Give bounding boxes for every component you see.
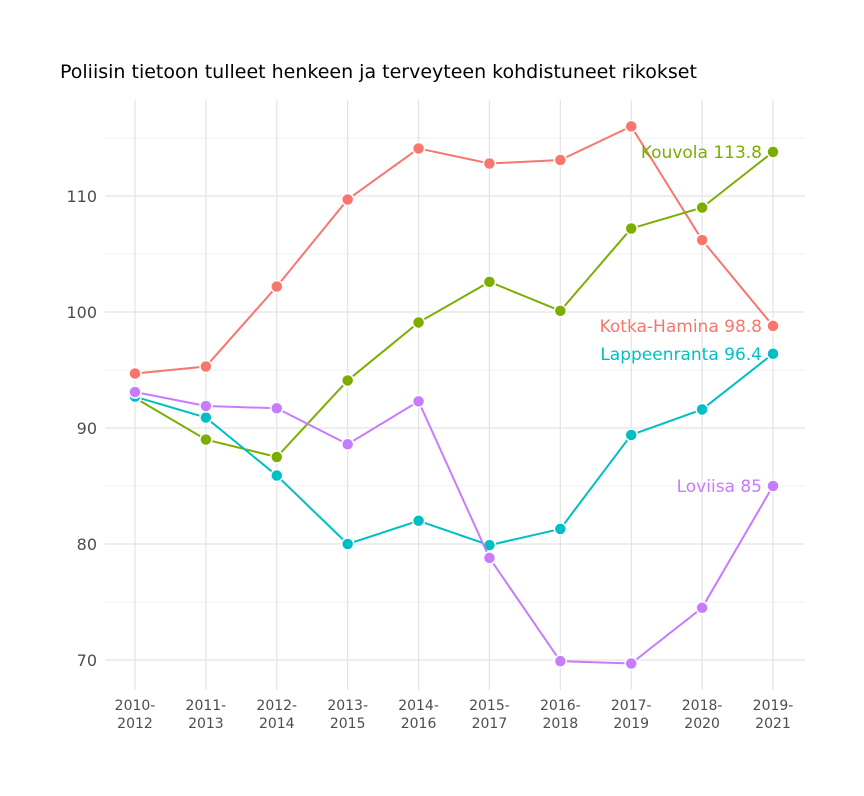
x-tick-label: 2016-2018 bbox=[540, 698, 581, 732]
data-point bbox=[199, 432, 213, 447]
gridlines bbox=[105, 100, 805, 690]
data-point bbox=[766, 319, 780, 333]
data-point bbox=[270, 279, 284, 294]
series-labels: Kotka-Hamina 98.8 Kouvola 113.8 Lappeenran… bbox=[600, 143, 762, 497]
data-point bbox=[695, 200, 709, 215]
data-point bbox=[270, 450, 284, 464]
data-point bbox=[624, 119, 638, 134]
y-tick-label: 110 bbox=[66, 187, 97, 206]
y-tick-label: 100 bbox=[66, 303, 97, 322]
data-point bbox=[340, 373, 355, 388]
data-point bbox=[766, 479, 780, 493]
data-point bbox=[624, 221, 638, 236]
series-label: Kouvola 113.8 bbox=[641, 143, 762, 163]
x-tick-label: 2017-2019 bbox=[611, 698, 652, 732]
data-point bbox=[482, 551, 497, 565]
data-point bbox=[270, 401, 284, 416]
data-point bbox=[482, 156, 497, 171]
data-point bbox=[199, 359, 213, 374]
series-line bbox=[134, 125, 774, 375]
data-point bbox=[411, 315, 426, 330]
x-tick-label: 2010-2012 bbox=[115, 698, 156, 732]
data-point bbox=[766, 145, 780, 159]
series-label: Lappeenranta 96.4 bbox=[600, 345, 762, 365]
data-point bbox=[340, 192, 355, 207]
y-tick-label: 70 bbox=[77, 651, 97, 670]
data-point bbox=[695, 402, 709, 417]
x-tick-label: 2011-2013 bbox=[186, 698, 227, 732]
data-point bbox=[128, 385, 142, 399]
y-tick-label: 90 bbox=[77, 419, 97, 438]
series-line bbox=[134, 391, 774, 665]
series-line bbox=[134, 151, 774, 459]
data-point bbox=[340, 437, 355, 451]
x-tick-label: 2015-2017 bbox=[469, 698, 510, 732]
data-point bbox=[128, 366, 142, 381]
data-point bbox=[624, 428, 638, 442]
data-point bbox=[695, 601, 709, 615]
series-lappeenranta bbox=[128, 347, 780, 552]
x-tick-label: 2013-2015 bbox=[327, 698, 368, 732]
chart-title: Poliisin tietoon tulleet henkeen ja terv… bbox=[60, 61, 697, 83]
series-lines bbox=[128, 119, 780, 671]
x-tick-label: 2014-2016 bbox=[398, 698, 439, 732]
x-tick-label: 2018-2020 bbox=[682, 698, 723, 732]
series-label: Loviisa 85 bbox=[677, 477, 762, 497]
data-point bbox=[553, 304, 568, 318]
data-point bbox=[766, 347, 780, 361]
data-point bbox=[553, 522, 568, 536]
data-point bbox=[411, 514, 426, 528]
data-point bbox=[411, 141, 426, 156]
series-kouvola bbox=[128, 145, 780, 464]
series-line bbox=[134, 352, 774, 547]
series-kotka-hamina bbox=[128, 119, 780, 381]
data-point bbox=[482, 275, 497, 289]
data-point bbox=[624, 656, 638, 671]
axes: 70 80 90 100 110 2010-2012 2011-2013 2012-2014 2… bbox=[66, 187, 793, 732]
data-point bbox=[199, 410, 213, 425]
series-label: Kotka-Hamina 98.8 bbox=[600, 317, 762, 337]
data-point bbox=[695, 233, 709, 247]
data-point bbox=[340, 537, 355, 551]
data-point bbox=[199, 399, 213, 413]
series-loviisa bbox=[128, 385, 780, 671]
x-tick-label: 2012-2014 bbox=[256, 698, 297, 732]
data-point bbox=[553, 654, 568, 668]
y-tick-label: 80 bbox=[77, 535, 97, 554]
x-tick-label: 2019-2021 bbox=[753, 698, 794, 732]
data-point bbox=[411, 394, 426, 409]
data-point bbox=[553, 153, 568, 167]
data-point bbox=[270, 468, 284, 483]
